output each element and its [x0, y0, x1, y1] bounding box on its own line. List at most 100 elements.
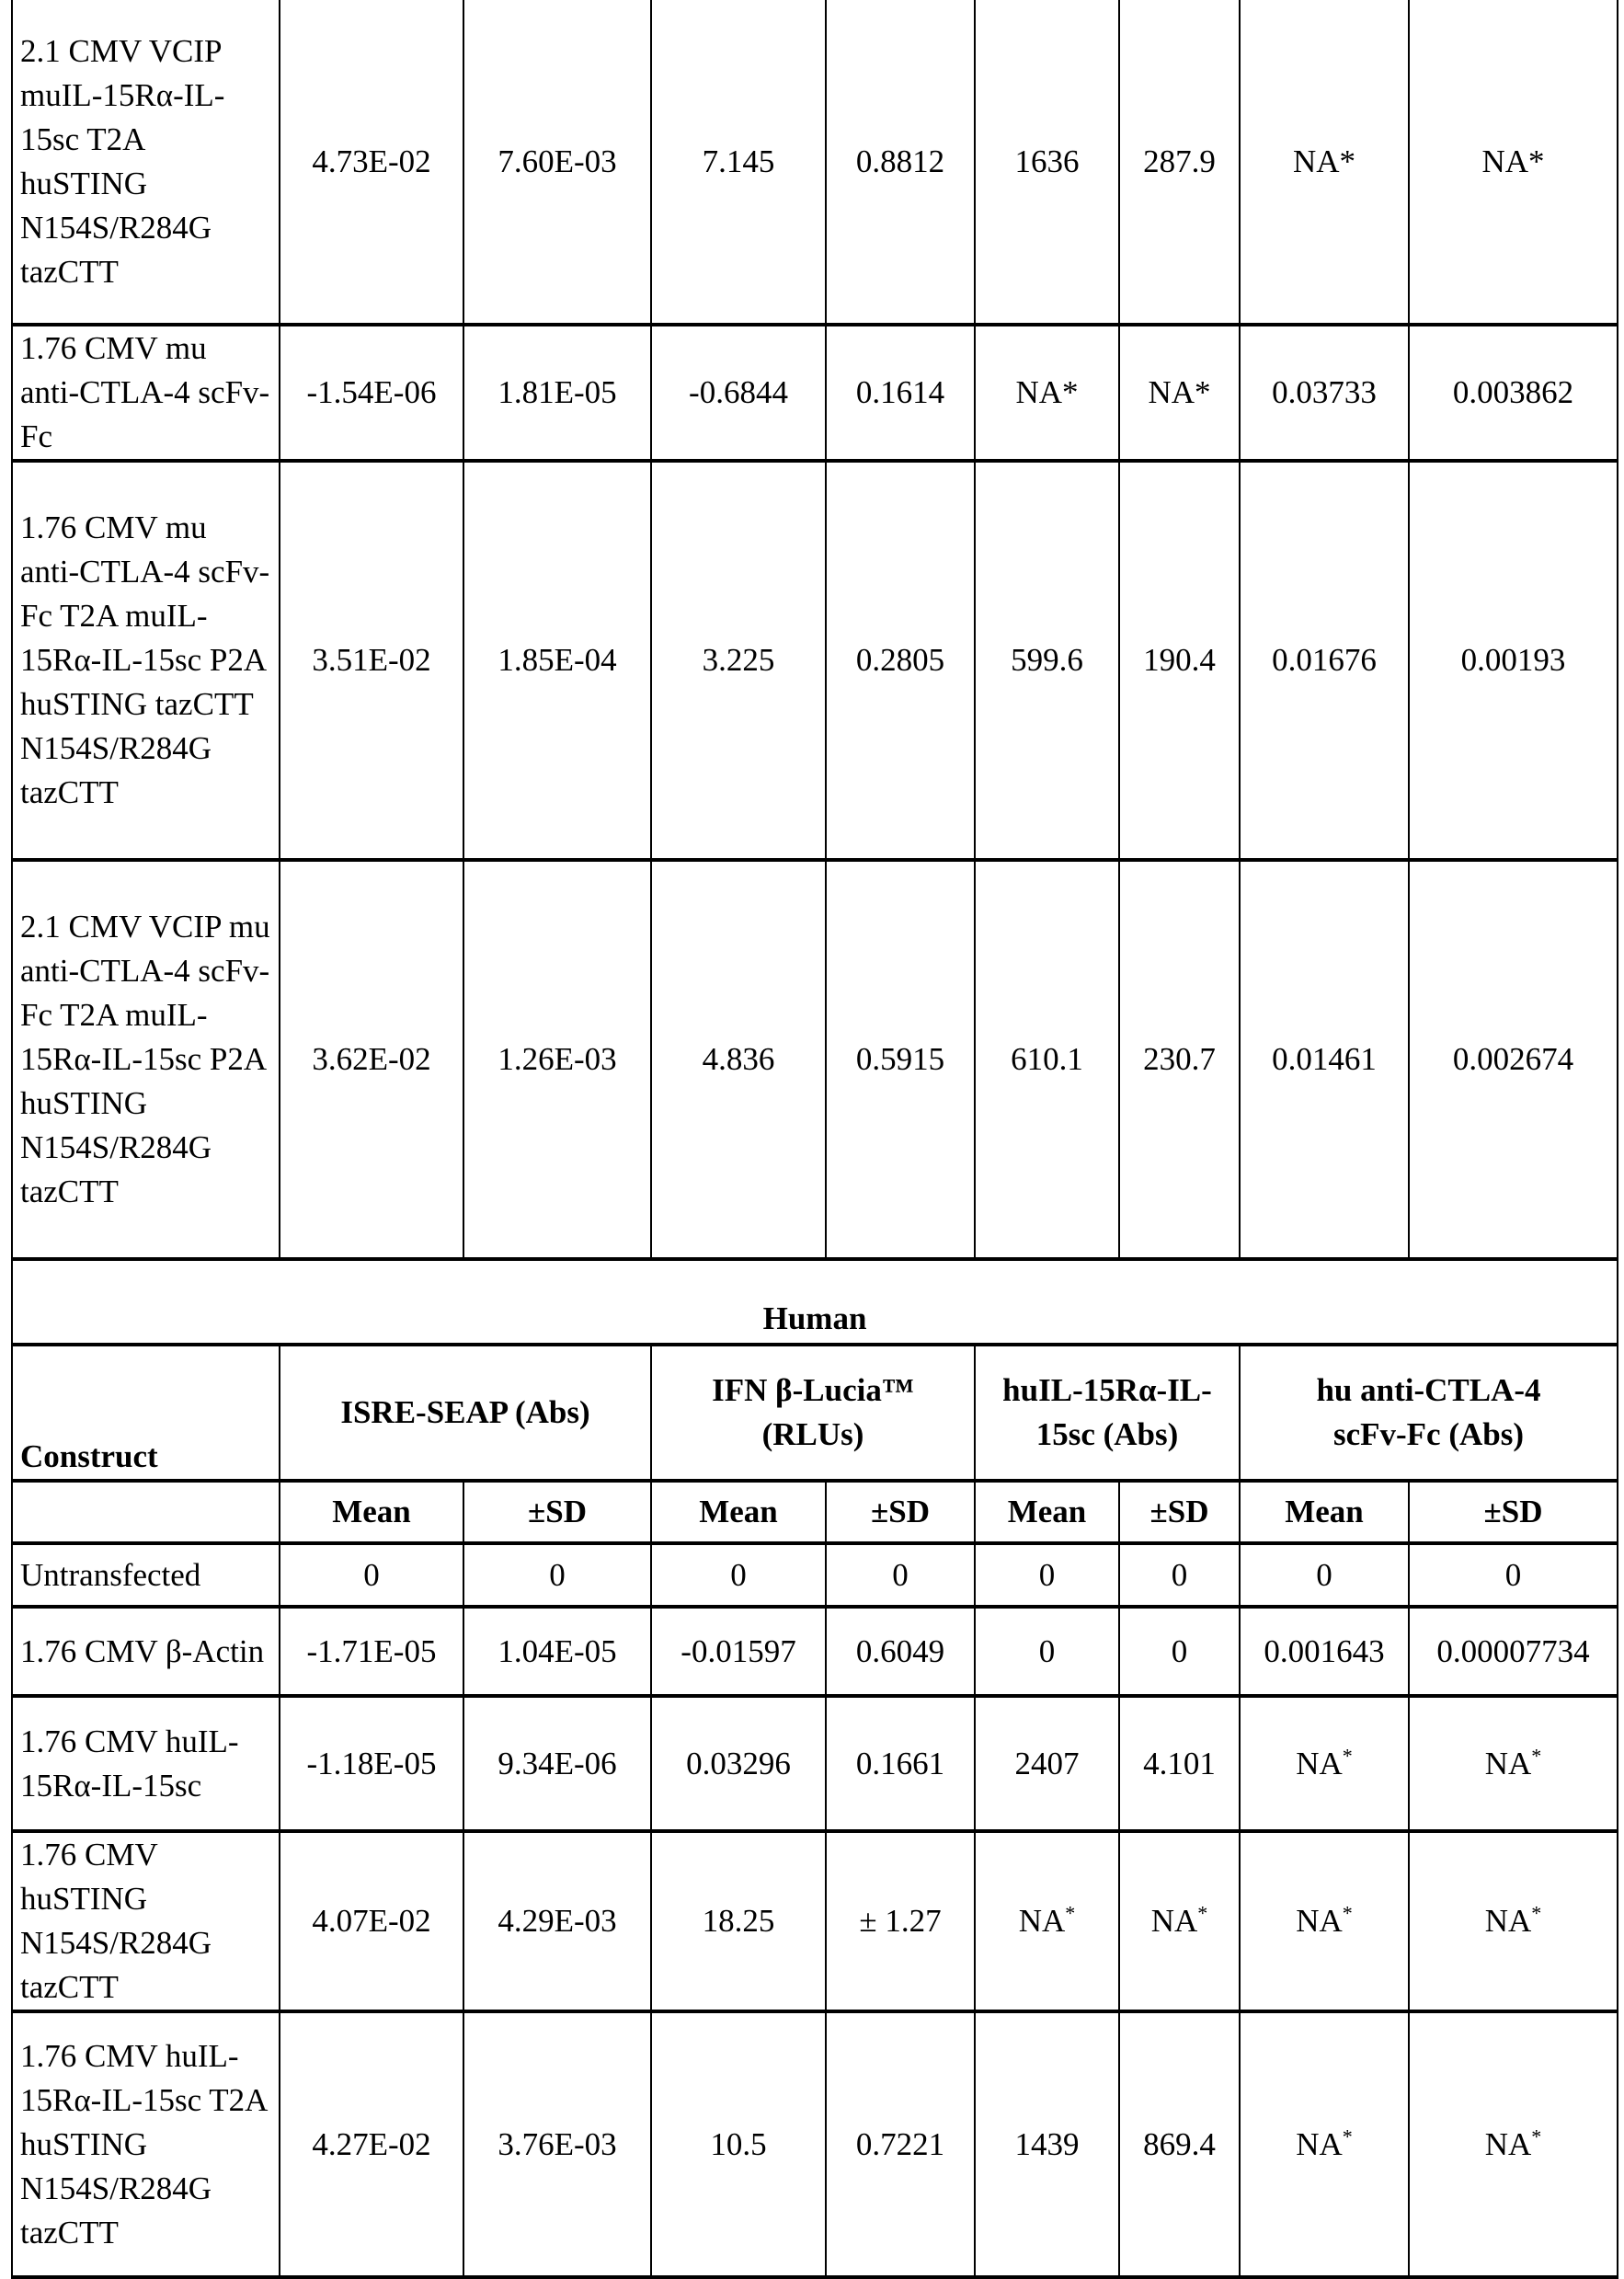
construct-header: Construct: [12, 1345, 280, 1481]
construct-cell: 1.76 CMV huIL-15Rα-IL-15sc: [12, 1696, 280, 1831]
sd-cell: 1.26E-03: [463, 860, 651, 1259]
sd-cell: ± 1.27: [826, 1831, 975, 2011]
sd-cell: 0.1614: [826, 325, 975, 461]
sd-cell: 869.4: [1119, 2011, 1240, 2277]
table-row: 2.1 CMV VCIP mu anti-CTLA-4 scFv-Fc T2A …: [12, 860, 1618, 1259]
mean-cell: 4.836: [651, 860, 826, 1259]
mean-cell: 3.225: [651, 461, 826, 860]
mean-cell: -1.71E-05: [280, 1607, 463, 1696]
sd-cell: 4.29E-03: [463, 1831, 651, 2011]
sd-cell: 0.5915: [826, 860, 975, 1259]
construct-cell: Untransfected: [12, 1543, 280, 1607]
table-row: 2.1 CMV VCIP muIL-15Rα-IL-15sc T2A huSTI…: [12, 0, 1618, 325]
mean-cell: 610.1: [975, 860, 1119, 1259]
mean-cell: 7.145: [651, 0, 826, 325]
mean-cell: 0.001643: [1240, 1607, 1409, 1696]
sd-cell: 0.1661: [826, 1696, 975, 1831]
mean-cell: 4.27E-02: [280, 2011, 463, 2277]
construct-cell: 1.76 CMV huIL-15Rα-IL-15sc T2A huSTING N…: [12, 2011, 280, 2277]
human-rows: Untransfected000000001.76 CMV β-Actin-1.…: [12, 1543, 1618, 2277]
sd-cell: 230.7: [1119, 860, 1240, 1259]
mean-cell: 2407: [975, 1696, 1119, 1831]
subheader-row: Mean ±SD Mean ±SD Mean ±SD Mean ±SD: [12, 1481, 1618, 1543]
header-row: Construct ISRE-SEAP (Abs) IFN β-Lucia™ (…: [12, 1345, 1618, 1481]
table-row: 1.76 CMV huIL-15Rα-IL-15sc T2A huSTING N…: [12, 2011, 1618, 2277]
mean-cell: 599.6: [975, 461, 1119, 860]
empty-cell: [12, 1481, 280, 1543]
sd-cell: 0: [463, 1543, 651, 1607]
sd-header: ±SD: [1409, 1481, 1618, 1543]
sd-cell: NA*: [1409, 0, 1618, 325]
sd-cell: 0.00007734: [1409, 1607, 1618, 1696]
construct-cell: 1.76 CMV β-Actin: [12, 1607, 280, 1696]
mean-cell: NA*: [1240, 0, 1409, 325]
sd-cell: 0: [1119, 1607, 1240, 1696]
sd-cell: 0.003862: [1409, 325, 1618, 461]
sd-cell: NA*: [1119, 325, 1240, 461]
section-title: Human: [12, 1259, 1618, 1345]
mean-cell: -1.54E-06: [280, 325, 463, 461]
sd-cell: 0.8812: [826, 0, 975, 325]
mean-header: Mean: [1240, 1481, 1409, 1543]
sd-cell: 4.101: [1119, 1696, 1240, 1831]
mean-cell: 0: [975, 1543, 1119, 1607]
sd-cell: NA*: [1409, 2011, 1618, 2277]
sd-cell: 287.9: [1119, 0, 1240, 325]
table-row: Untransfected00000000: [12, 1543, 1618, 1607]
mean-cell: -0.6844: [651, 325, 826, 461]
mean-cell: 0.01461: [1240, 860, 1409, 1259]
sd-cell: 0.6049: [826, 1607, 975, 1696]
table-row: 1.76 CMV mu anti-CTLA-4 scFv-Fc-1.54E-06…: [12, 325, 1618, 461]
sd-cell: 190.4: [1119, 461, 1240, 860]
sd-cell: 7.60E-03: [463, 0, 651, 325]
mean-cell: 4.73E-02: [280, 0, 463, 325]
sd-cell: 0: [826, 1543, 975, 1607]
mean-header: Mean: [651, 1481, 826, 1543]
sd-cell: 1.04E-05: [463, 1607, 651, 1696]
mean-cell: 1439: [975, 2011, 1119, 2277]
sd-header: ±SD: [826, 1481, 975, 1543]
mean-cell: 3.62E-02: [280, 860, 463, 1259]
mean-cell: 0: [651, 1543, 826, 1607]
mean-cell: 18.25: [651, 1831, 826, 2011]
sd-cell: 0.00193: [1409, 461, 1618, 860]
sd-cell: 0: [1119, 1543, 1240, 1607]
group-header: hu anti-CTLA-4 scFv-Fc (Abs): [1240, 1345, 1618, 1481]
mean-cell: 0: [280, 1543, 463, 1607]
mean-cell: -0.01597: [651, 1607, 826, 1696]
results-table: 2.1 CMV VCIP muIL-15Rα-IL-15sc T2A huSTI…: [11, 0, 1618, 2279]
sd-cell: 1.81E-05: [463, 325, 651, 461]
mean-cell: 0.01676: [1240, 461, 1409, 860]
sd-header: ±SD: [463, 1481, 651, 1543]
construct-cell: 1.76 CMV huSTING N154S/R284G tazCTT: [12, 1831, 280, 2011]
mean-header: Mean: [280, 1481, 463, 1543]
table-row: 1.76 CMV β-Actin-1.71E-051.04E-05-0.0159…: [12, 1607, 1618, 1696]
mean-cell: NA*: [1240, 2011, 1409, 2277]
section-title-row: Human: [12, 1259, 1618, 1345]
sd-cell: 9.34E-06: [463, 1696, 651, 1831]
sd-cell: 3.76E-03: [463, 2011, 651, 2277]
sd-cell: 0: [1409, 1543, 1618, 1607]
table-row: 1.76 CMV huSTING N154S/R284G tazCTT4.07E…: [12, 1831, 1618, 2011]
table-row: 1.76 CMV huIL-15Rα-IL-15sc-1.18E-059.34E…: [12, 1696, 1618, 1831]
sd-cell: NA*: [1119, 1831, 1240, 2011]
sd-cell: 0.7221: [826, 2011, 975, 2277]
mean-cell: 0.03296: [651, 1696, 826, 1831]
sd-header: ±SD: [1119, 1481, 1240, 1543]
mean-cell: 10.5: [651, 2011, 826, 2277]
sd-cell: 1.85E-04: [463, 461, 651, 860]
sd-cell: 0.2805: [826, 461, 975, 860]
mean-header: Mean: [975, 1481, 1119, 1543]
construct-cell: 2.1 CMV VCIP muIL-15Rα-IL-15sc T2A huSTI…: [12, 0, 280, 325]
mean-cell: NA*: [975, 325, 1119, 461]
mean-cell: 3.51E-02: [280, 461, 463, 860]
construct-cell: 1.76 CMV mu anti-CTLA-4 scFv-Fc: [12, 325, 280, 461]
group-header: ISRE-SEAP (Abs): [280, 1345, 651, 1481]
mean-cell: 0: [1240, 1543, 1409, 1607]
sd-cell: 0.002674: [1409, 860, 1618, 1259]
mouse-section: 2.1 CMV VCIP muIL-15Rα-IL-15sc T2A huSTI…: [12, 0, 1618, 1259]
mean-cell: NA*: [1240, 1831, 1409, 2011]
sd-cell: NA*: [1409, 1831, 1618, 2011]
group-header: huIL-15Rα-IL-15sc (Abs): [975, 1345, 1240, 1481]
mean-cell: 0: [975, 1607, 1119, 1696]
